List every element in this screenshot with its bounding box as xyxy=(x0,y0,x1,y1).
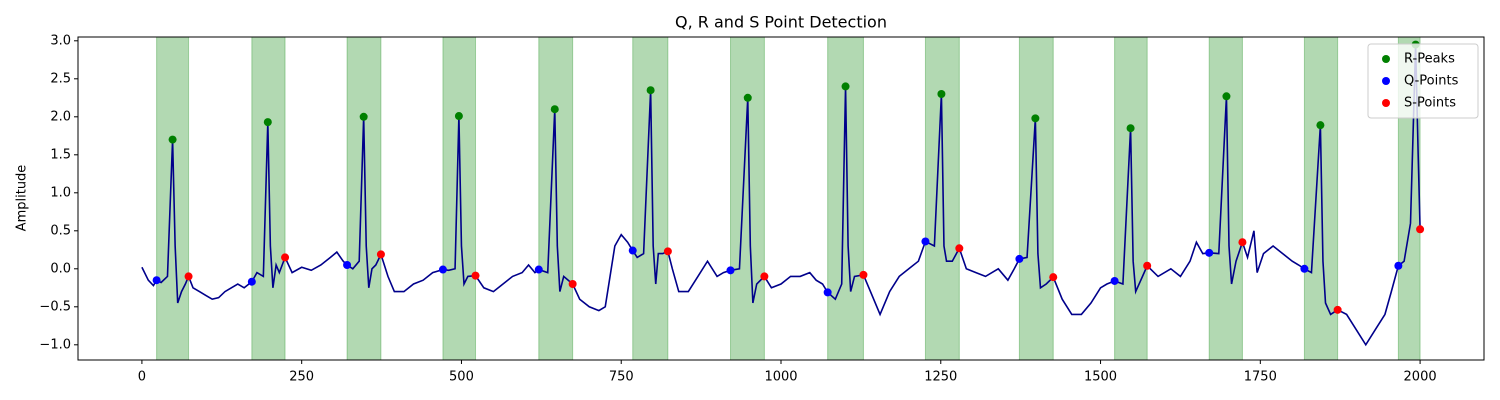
point xyxy=(359,112,368,121)
point xyxy=(550,105,559,114)
x-tick-label: 750 xyxy=(609,370,634,385)
qrs-span xyxy=(632,36,669,361)
legend-box xyxy=(1367,43,1479,119)
x-tick-label: 500 xyxy=(449,370,474,385)
point xyxy=(1126,124,1135,133)
legend-marker xyxy=(1382,55,1390,63)
point xyxy=(937,90,946,98)
point xyxy=(760,272,769,281)
x-tick-label: 1000 xyxy=(764,370,797,385)
point xyxy=(1143,261,1152,270)
point xyxy=(247,277,256,286)
point xyxy=(1316,121,1325,130)
y-tick-label: −0.5 xyxy=(39,299,71,314)
point xyxy=(534,265,543,274)
point xyxy=(726,266,735,275)
point xyxy=(1015,254,1024,263)
point xyxy=(663,247,672,256)
point xyxy=(743,93,752,102)
x-tick-label: 0 xyxy=(138,370,146,385)
point xyxy=(1222,92,1231,101)
x-tick-label: 1500 xyxy=(1084,370,1117,385)
qrs-span xyxy=(1114,36,1148,361)
point xyxy=(454,112,463,121)
plot-frame xyxy=(77,36,1485,361)
y-tick-label: −1.0 xyxy=(39,337,71,352)
point xyxy=(823,288,832,297)
qrs-span xyxy=(1208,36,1243,361)
point xyxy=(1333,305,1342,314)
point xyxy=(628,246,637,255)
point xyxy=(955,244,964,253)
y-tick-label: 0.5 xyxy=(50,223,71,238)
legend: R-Peaks Q-Points S-Points xyxy=(1367,43,1479,119)
y-axis-label: Amplitude xyxy=(15,165,30,232)
point xyxy=(438,265,447,274)
point xyxy=(168,135,177,144)
qrs-span xyxy=(730,36,765,361)
x-tick-label: 250 xyxy=(289,370,314,385)
point xyxy=(263,118,272,127)
point xyxy=(1031,114,1040,123)
qrs-span xyxy=(251,36,286,361)
y-tick-label: 2.5 xyxy=(50,71,71,86)
point xyxy=(859,270,868,279)
point xyxy=(1110,276,1119,285)
point xyxy=(1238,238,1247,247)
point xyxy=(646,86,655,95)
legend-label: R-Peaks xyxy=(1404,52,1455,67)
y-tick-label: 0.0 xyxy=(50,261,71,276)
point xyxy=(471,271,480,280)
x-tick-label: 1250 xyxy=(924,370,957,385)
x-tick-label: 2000 xyxy=(1404,370,1437,385)
y-tick-label: 1.5 xyxy=(50,147,71,162)
y-tick-label: 2.0 xyxy=(50,109,71,124)
legend-marker xyxy=(1382,99,1390,107)
qrs-span xyxy=(346,36,382,361)
point xyxy=(1049,273,1058,282)
point xyxy=(1300,264,1309,273)
point xyxy=(1416,225,1425,234)
legend-marker xyxy=(1382,77,1390,85)
point xyxy=(921,237,930,246)
qrs-span xyxy=(442,36,477,361)
y-tick-label: 1.0 xyxy=(50,185,71,200)
point xyxy=(343,261,352,269)
qrs-span xyxy=(156,36,190,361)
y-tick-label: 3.0 xyxy=(50,33,71,48)
point xyxy=(281,253,290,262)
point xyxy=(841,82,850,91)
point xyxy=(568,280,577,288)
legend-label: Q-Points xyxy=(1404,74,1459,89)
x-tick-label: 1750 xyxy=(1244,370,1277,385)
legend-label: S-Points xyxy=(1404,96,1456,111)
chart-title: Q, R and S Point Detection xyxy=(675,13,887,32)
point xyxy=(152,276,161,285)
point xyxy=(376,250,385,259)
point xyxy=(184,272,193,281)
point xyxy=(1205,248,1214,257)
point xyxy=(1394,261,1403,270)
